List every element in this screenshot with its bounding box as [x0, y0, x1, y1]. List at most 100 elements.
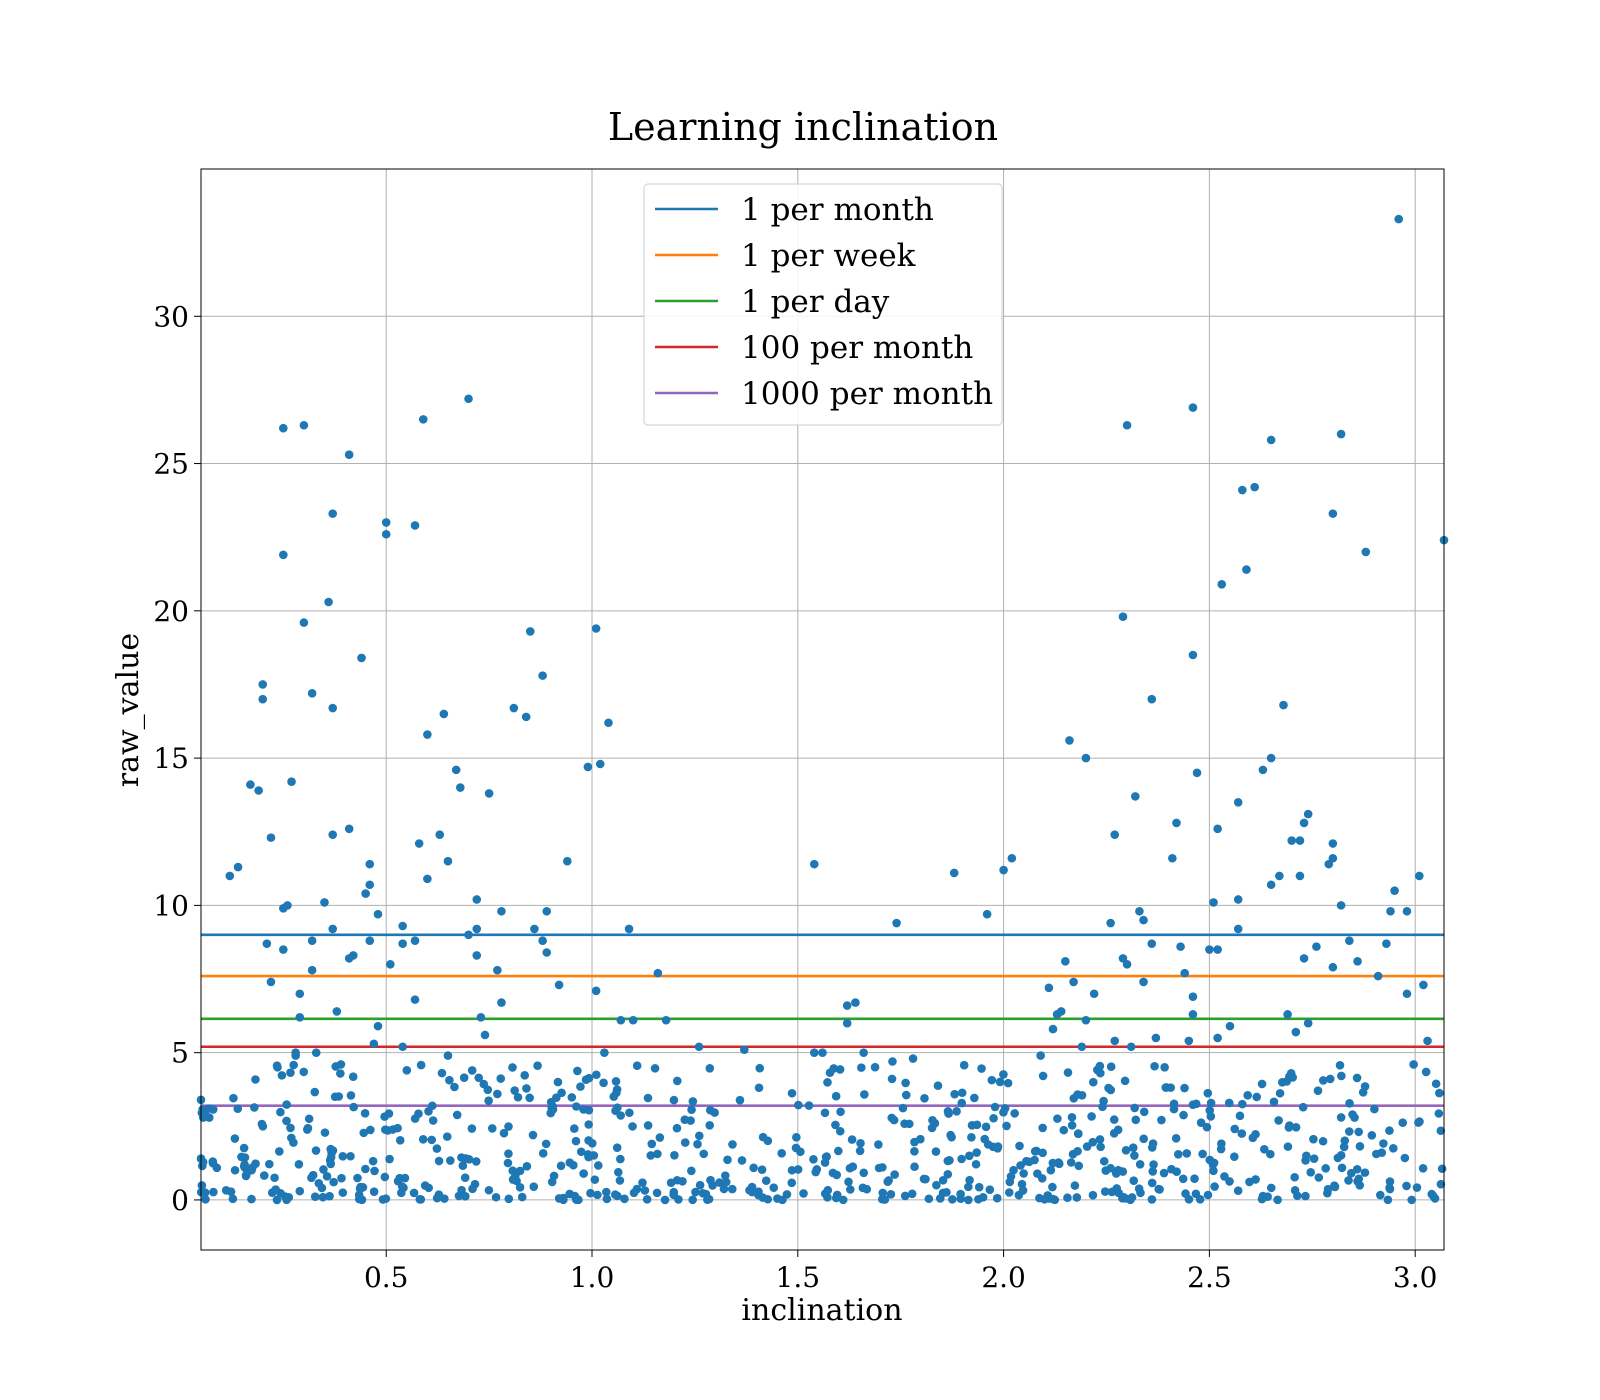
scatter-point: [1196, 1118, 1206, 1128]
scatter-point: [1243, 1091, 1252, 1100]
scatter-point: [1206, 1112, 1216, 1121]
scatter-point: [660, 1195, 670, 1205]
scatter-point: [1360, 1082, 1370, 1091]
scatter-point: [758, 1132, 768, 1142]
scatter-point: [1233, 1186, 1243, 1195]
scatter-point: [791, 1143, 801, 1153]
scatter-point: [1291, 1123, 1301, 1132]
scatter-point: [844, 1177, 853, 1187]
scatter-point: [1328, 839, 1338, 848]
scatter-point: [1345, 936, 1354, 946]
scatter-point: [1030, 1155, 1039, 1165]
scatter-point: [423, 730, 432, 739]
scatter-point: [583, 762, 593, 772]
scatter-point: [593, 1190, 602, 1200]
scatter-point: [1046, 1165, 1056, 1175]
scatter-point: [1275, 1088, 1285, 1098]
scatter-point: [272, 1061, 282, 1071]
scatter-point: [373, 909, 383, 919]
scatter-point: [974, 1182, 984, 1192]
scatter-point: [1010, 1109, 1019, 1118]
legend-label: 100 per month: [741, 330, 973, 366]
scatter-point: [983, 1140, 993, 1149]
scatter-point: [695, 1131, 704, 1141]
scatter-point: [1178, 1174, 1188, 1184]
scatter-point: [673, 1076, 682, 1086]
scatter-point: [720, 1171, 730, 1180]
scatter-point: [1184, 1195, 1194, 1204]
scatter-point: [761, 1176, 771, 1186]
scatter-point: [999, 1108, 1008, 1117]
scatter-point: [1082, 1142, 1092, 1151]
scatter-point: [344, 450, 354, 460]
scatter-point: [1129, 1176, 1139, 1185]
scatter-point: [1263, 1192, 1272, 1202]
scatter-point: [1273, 1195, 1282, 1205]
scatter-point: [496, 1074, 506, 1083]
scatter-point: [437, 1068, 447, 1078]
scatter-point: [381, 529, 391, 539]
scatter-point: [409, 1188, 419, 1198]
scatter-point: [1303, 809, 1313, 819]
scatter-point: [1206, 1098, 1216, 1108]
scatter-point: [920, 1093, 929, 1103]
scatter-point: [1428, 1191, 1438, 1201]
scatter-point: [1437, 1164, 1447, 1174]
scatter-point: [1109, 1129, 1119, 1138]
scatter-point: [1284, 1123, 1294, 1132]
scatter-point: [1030, 1146, 1040, 1156]
scatter-point: [282, 1116, 291, 1126]
scatter-point: [1176, 942, 1185, 951]
scatter-point: [567, 1093, 577, 1102]
scatter-point: [965, 1151, 974, 1161]
scatter-point: [699, 1149, 709, 1159]
legend-label: 1000 per month: [741, 376, 993, 412]
scatter-point: [304, 1114, 314, 1124]
scatter-point: [1301, 1191, 1310, 1201]
scatter-point: [1330, 1182, 1340, 1192]
scatter-point: [995, 1077, 1005, 1087]
scatter-point: [1321, 1164, 1331, 1173]
scatter-point: [491, 1192, 501, 1202]
scatter-point: [484, 789, 494, 798]
y-tick-label: 10: [153, 889, 189, 922]
scatter-point: [522, 1162, 532, 1171]
scatter-point: [1328, 962, 1338, 972]
scatter-point: [687, 1166, 696, 1176]
scatter-point: [1283, 1010, 1292, 1019]
scatter-point: [279, 945, 288, 954]
scatter-point: [943, 1169, 953, 1179]
scatter-point: [247, 1194, 256, 1204]
scatter-point: [325, 1191, 334, 1201]
scatter-point: [1179, 1110, 1188, 1120]
scatter-point: [569, 1124, 579, 1133]
scatter-point: [1375, 1190, 1385, 1200]
scatter-point: [1354, 1174, 1364, 1184]
scatter-point: [295, 1013, 305, 1022]
scatter-point: [749, 1163, 758, 1173]
scatter-point: [284, 1193, 294, 1202]
scatter-point: [755, 1063, 765, 1073]
scatter-point: [1266, 1183, 1276, 1193]
scatter-point: [831, 1193, 841, 1203]
scatter-point: [928, 1115, 937, 1125]
scatter-point: [573, 1066, 582, 1076]
scatter-point: [266, 833, 276, 842]
scatter-point: [246, 780, 255, 789]
scatter-point: [365, 880, 375, 890]
scatter-point: [386, 959, 395, 969]
scatter-point: [369, 1187, 379, 1196]
scatter-point: [289, 1060, 298, 1070]
scatter-point: [931, 1147, 941, 1156]
scatter-point: [258, 694, 268, 704]
scatter-point: [1233, 797, 1243, 807]
scatter-point: [632, 1061, 642, 1071]
scatter-point: [938, 1175, 948, 1185]
scatter-point: [640, 1186, 650, 1195]
scatter-point: [957, 1154, 966, 1164]
scatter-point: [1402, 989, 1412, 999]
scatter-point: [595, 759, 605, 769]
scatter-point: [611, 1076, 621, 1086]
scatter-point: [653, 968, 663, 978]
scatter-point: [848, 1162, 858, 1172]
